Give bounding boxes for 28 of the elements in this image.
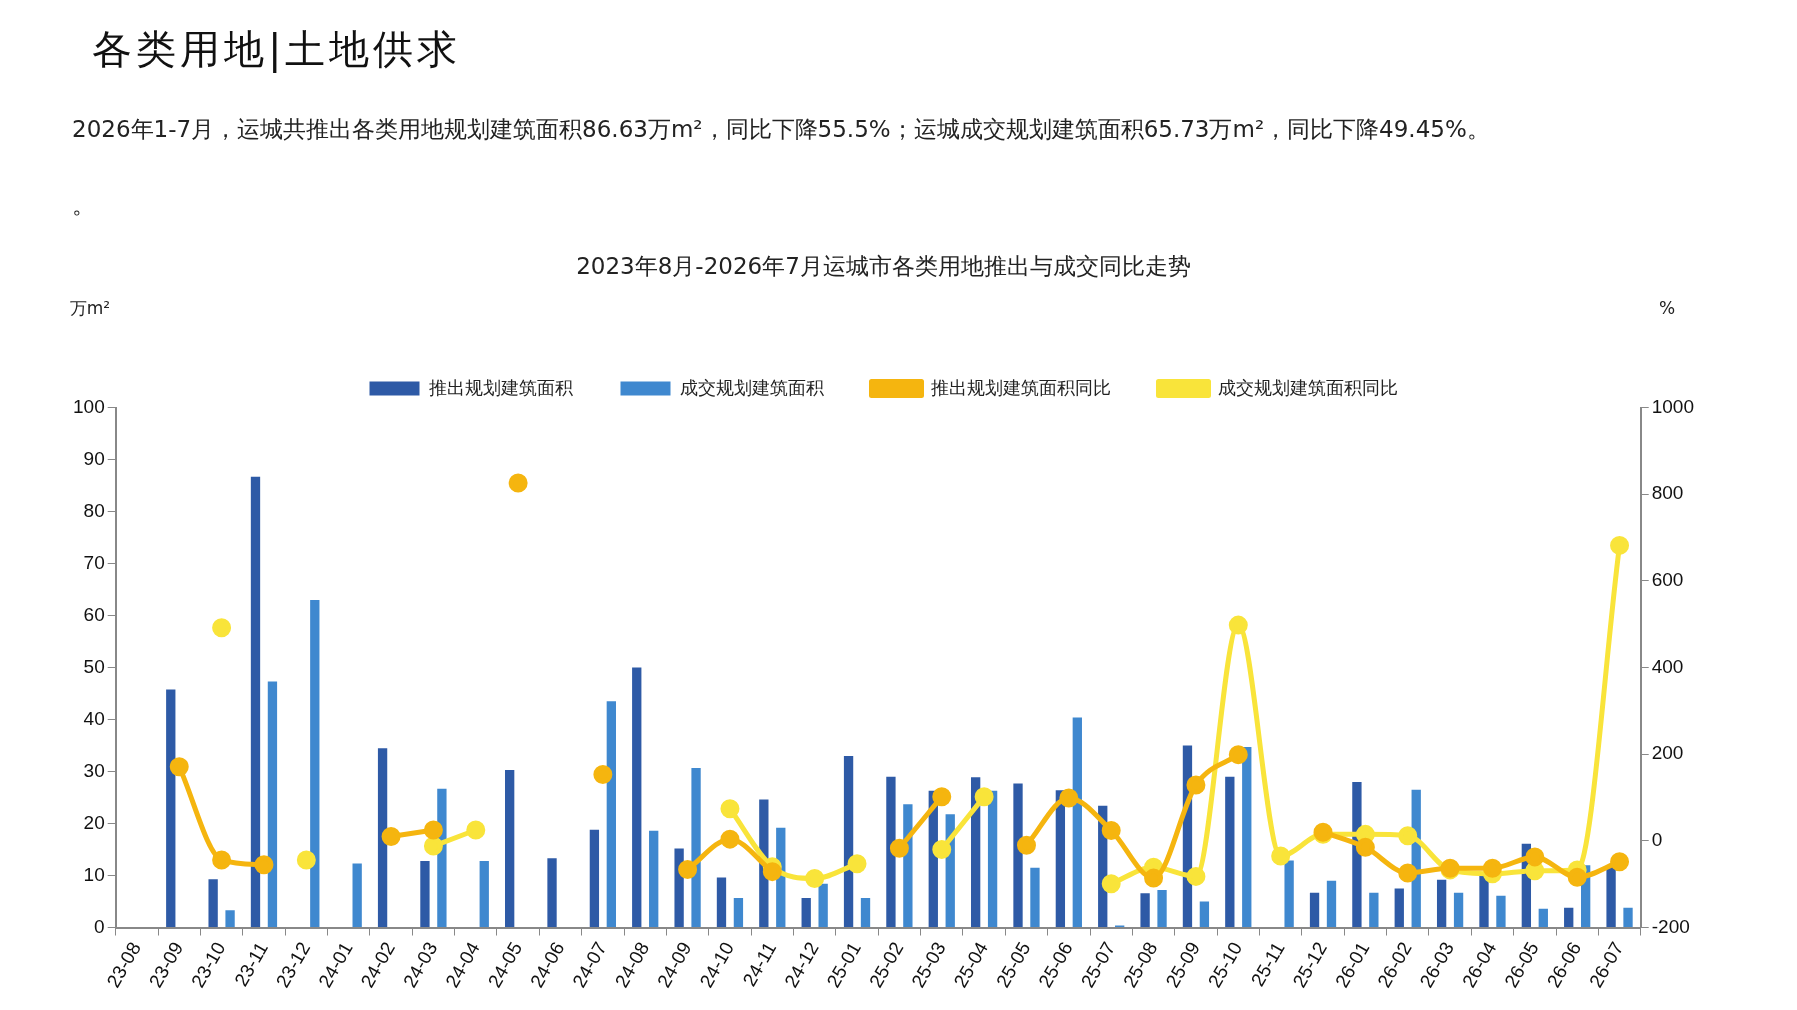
y2-tick-label: 800 — [1651, 482, 1684, 504]
y-tick-label: 70 — [83, 551, 105, 573]
y-tick-label: 10 — [83, 863, 105, 885]
legend-label: 推出规划建筑面积同比 — [930, 377, 1111, 398]
text: 2026年1-7月，运城共推出各类用地规划建筑面积86.63万m²，同比下降55.5%；运城成交规划建筑面积65.73万m²，同比下降49.45%。 — [72, 115, 1490, 144]
text: 各类用地|土地供求 — [92, 25, 462, 75]
y-tick-label: 60 — [83, 603, 105, 625]
y2-axis-title: % — [1658, 297, 1676, 318]
y2-tick-label: 400 — [1651, 655, 1684, 677]
y-tick-label: 30 — [83, 759, 105, 781]
y2-tick-label: 600 — [1651, 569, 1684, 591]
legend-label: 成交规划建筑面积同比 — [1217, 377, 1398, 398]
text: 。 — [72, 191, 95, 220]
y2-tick-label: 0 — [1651, 829, 1663, 851]
legend-label: 推出规划建筑面积 — [428, 377, 573, 398]
y2-tick-label: 200 — [1651, 742, 1684, 764]
y-tick-label: 90 — [83, 447, 105, 469]
y-axis-title: 万m² — [69, 297, 111, 318]
y-tick-label: 40 — [83, 707, 105, 729]
y2-tick-label: 1000 — [1651, 395, 1695, 417]
legend-label: 成交规划建筑面积 — [679, 377, 824, 398]
chart-title: 2023年8月-2026年7月运城市各类用地推出与成交同比走势 — [576, 252, 1191, 279]
y-tick-label: 50 — [83, 655, 105, 677]
y-tick-label: 80 — [83, 499, 105, 521]
y-tick-label: 100 — [73, 395, 105, 417]
y2-tick-label: -200 — [1651, 915, 1690, 937]
y-tick-label: 20 — [83, 811, 105, 833]
y-tick-label: 0 — [94, 915, 105, 937]
